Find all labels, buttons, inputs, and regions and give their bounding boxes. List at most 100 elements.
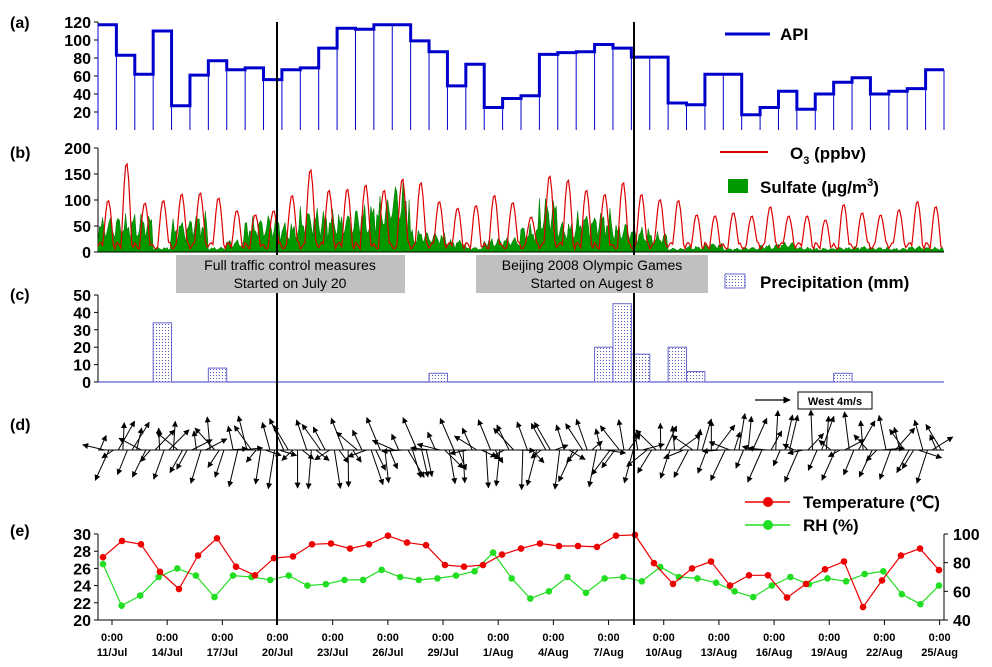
wind-vector <box>370 449 385 486</box>
rh-point <box>285 572 293 579</box>
wind-vector <box>191 430 198 451</box>
x-tick-label-time: 0:00 <box>542 632 564 644</box>
wind-vector <box>710 449 726 482</box>
wind-vector <box>818 439 832 451</box>
wind-vector <box>733 431 742 451</box>
rh-point <box>619 573 627 581</box>
temperature-point <box>270 554 278 562</box>
wind-vector <box>227 449 239 488</box>
y-tick-label-b: 200 <box>64 141 91 158</box>
wind-vector <box>169 449 184 474</box>
temperature-point <box>460 563 468 570</box>
rh-point <box>136 592 144 599</box>
annotation-traffic-line2: Started on July 20 <box>234 275 347 291</box>
temperature-point <box>156 568 164 576</box>
temperature-point <box>536 540 544 547</box>
wind-vector <box>518 449 525 491</box>
wind-vector <box>279 449 298 457</box>
y-tick-label-e-left: 20 <box>73 613 91 630</box>
temperature-point <box>441 561 449 569</box>
precip-bar <box>594 346 614 383</box>
x-axis: 0:00 11/Jul 0:00 14/Jul 0:00 17/Jul 0:00 20/Jul… <box>97 620 958 659</box>
panel-label-c: (c) <box>10 287 30 304</box>
wind-vector <box>305 449 312 490</box>
wind-vector <box>715 424 736 451</box>
x-tick-label-date: 25/Aug <box>921 647 958 659</box>
legend-rh-marker <box>763 520 773 530</box>
wind-vector <box>314 449 331 461</box>
wind-vector <box>659 449 671 479</box>
x-tick-label-date: 13/Aug <box>701 647 738 659</box>
x-tick-label-date: 10/Aug <box>645 647 682 659</box>
wind-vector <box>461 449 468 484</box>
temperature-point <box>821 566 829 573</box>
x-tick-label-time: 0:00 <box>101 632 123 644</box>
temperature-point <box>669 580 677 588</box>
wind-vector <box>477 419 492 451</box>
rh-point <box>266 576 274 584</box>
y-tick-label-c: 50 <box>73 288 91 305</box>
annotation-olympics-line1: Beijing 2008 Olympic Games <box>502 257 683 273</box>
y-tick-label-c: 40 <box>73 305 91 322</box>
rh-point <box>880 568 887 575</box>
x-tick-label-time: 0:00 <box>267 632 289 644</box>
legend-sulfate-label: Sulfate (µg/m3) <box>760 177 879 197</box>
wind-vector <box>366 417 381 451</box>
wind-vector <box>295 419 308 451</box>
temperature-point <box>289 553 297 560</box>
wind-vector <box>865 449 878 462</box>
wind-vector <box>913 419 924 451</box>
wind-vector <box>136 427 144 451</box>
wind-vector <box>352 429 363 451</box>
legend-wind-box <box>797 391 873 410</box>
wind-vector <box>842 449 855 476</box>
wind-vector <box>877 414 887 451</box>
y-tick-label-b: 50 <box>73 219 91 236</box>
legend-precip-swatch <box>724 273 746 289</box>
panel-label-b: (b) <box>10 145 30 162</box>
wind-vector <box>807 433 825 451</box>
wind-vector <box>853 434 869 451</box>
wind-vector <box>265 449 282 457</box>
rh-point <box>359 576 367 584</box>
temperature-point <box>327 540 335 547</box>
wind-vector <box>260 421 271 451</box>
y-tick-label-e-left: 24 <box>73 579 91 596</box>
wind-vector <box>678 433 702 451</box>
temperature-point <box>517 545 525 552</box>
x-tick-label-time: 0:00 <box>763 632 785 644</box>
wind-vector <box>752 417 768 451</box>
legend-temp-label: Temperature (℃) <box>803 493 940 512</box>
y-tick-label-e-right: 100 <box>953 527 980 544</box>
rh-point <box>192 572 200 579</box>
wind-vector <box>458 449 467 471</box>
y-tick-label-a: 100 <box>64 33 91 50</box>
rh-point <box>415 576 423 584</box>
x-tick-label-date: 19/Aug <box>811 647 848 659</box>
rh-point <box>731 588 738 595</box>
y-tick-label-e-left: 28 <box>73 544 91 561</box>
wind-vector <box>708 441 730 451</box>
wind-vector <box>747 445 767 452</box>
y-tick-label-c: 10 <box>73 358 91 375</box>
o3-series-line <box>97 162 943 252</box>
y-tick-label-a: 120 <box>64 15 91 32</box>
wind-vector <box>168 429 190 451</box>
wind-vector <box>697 449 708 474</box>
wind-vector <box>591 449 611 476</box>
rh-point <box>638 578 646 585</box>
precip-bar <box>833 372 853 383</box>
wind-vector <box>207 449 220 468</box>
rh-point <box>322 580 330 588</box>
wind-vector <box>152 449 165 480</box>
y-tick-label-a: 40 <box>73 87 91 104</box>
rh-point <box>564 573 571 581</box>
wind-vector <box>594 428 602 451</box>
wind-vector <box>412 449 423 479</box>
temperature-point <box>726 582 734 589</box>
rh-point <box>787 573 794 581</box>
wind-vector <box>701 418 713 451</box>
y-tick-label-e-left: 22 <box>73 596 91 613</box>
rh-point <box>211 593 218 601</box>
